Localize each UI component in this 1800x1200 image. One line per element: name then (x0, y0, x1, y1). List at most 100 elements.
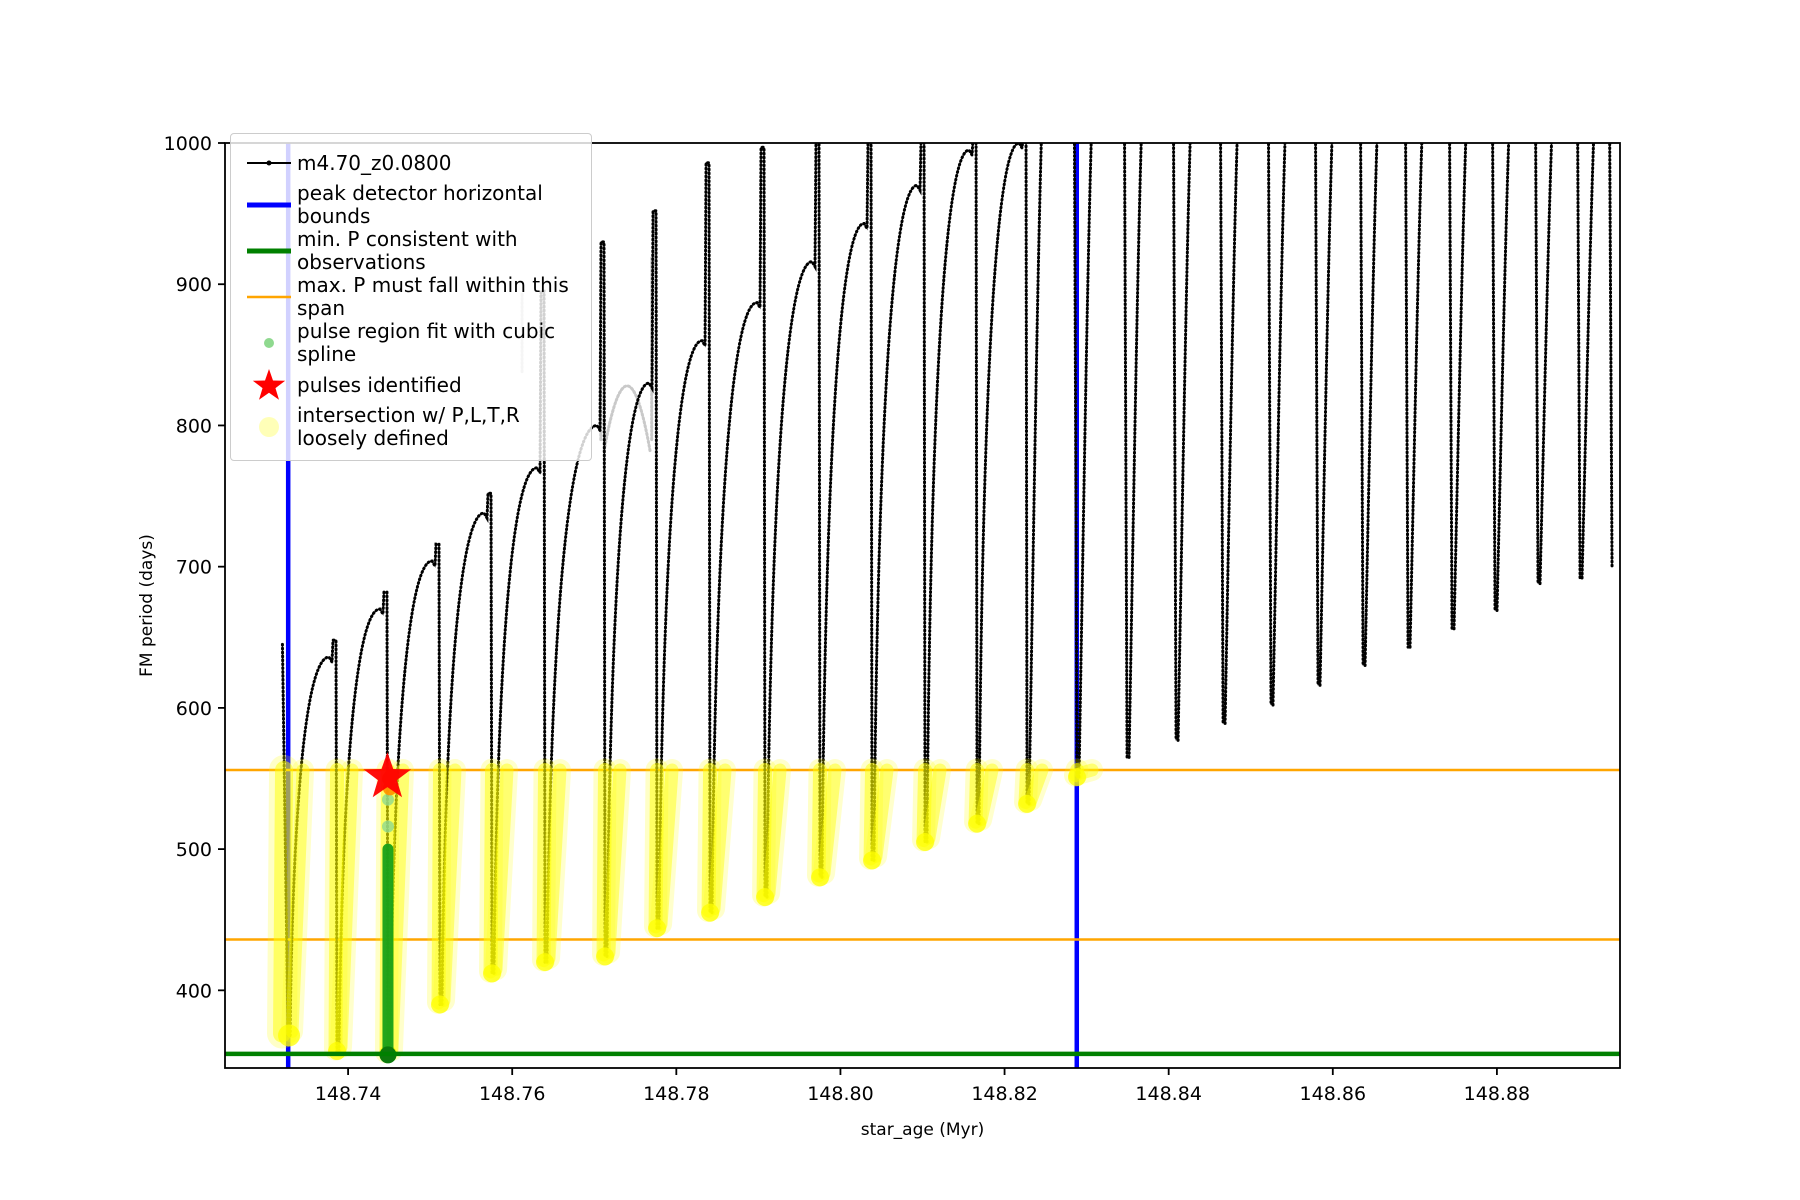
x-tick-label: 148.80 (807, 1083, 873, 1105)
red-star-icon (252, 369, 286, 400)
yellow-rise-halo (598, 759, 632, 964)
yellow-rise-halo (538, 759, 572, 970)
yellow-column (431, 763, 447, 1010)
legend-label: max. P must fall within this span (297, 273, 569, 320)
yellow-rise-column (334, 763, 359, 1054)
yellow-rise-column (817, 763, 842, 880)
orange-line-icon (247, 295, 291, 299)
yellow-bottom-blob (648, 919, 667, 938)
yellow-rise-halo (281, 759, 315, 1043)
yellow-bottom-blob (811, 868, 830, 887)
green-line-icon (247, 248, 291, 254)
y-tick-label: 700 (176, 557, 212, 579)
yellow-bottom-blob (328, 1042, 347, 1061)
legend-label: min. P consistent with observations (297, 227, 518, 274)
yellow-rise-halo (865, 759, 899, 868)
yellow-bottom-blob (968, 814, 987, 833)
yellow-rise-halo (970, 759, 1004, 831)
x-tick-label: 148.86 (1300, 1083, 1366, 1105)
yellow-rise-halo (758, 759, 792, 905)
yellow-rise-column (922, 763, 947, 845)
yellow-rise-column (489, 763, 514, 976)
yellow-rise-halo (650, 759, 684, 936)
legend-entry-4: pulse region fit with cubic spline (241, 320, 585, 366)
yellow-bottom-blob (483, 964, 502, 983)
yellow-column (483, 763, 500, 979)
yellow-rise-column (542, 763, 567, 965)
yellow-column (968, 763, 985, 829)
yellow-bottom-blob (863, 851, 882, 870)
yellow-rise-halo (918, 759, 952, 850)
yellow-bottom-blob (536, 953, 555, 972)
yellow-rise-halo (813, 759, 847, 885)
yellow-rise-column (1024, 763, 1049, 807)
legend-label: peak detector horizontal bounds (297, 181, 543, 228)
yellow-rise-column (602, 763, 627, 959)
x-tick-label: 148.78 (643, 1083, 709, 1105)
yellow-rise-halo (380, 759, 414, 1061)
yellow-rise-halo (703, 759, 737, 920)
yellow-column (756, 763, 773, 903)
y-tick-label: 500 (176, 839, 212, 861)
yellow-bottom-blob (916, 833, 935, 852)
yellow-column (648, 763, 665, 934)
legend-label: intersection w/ P,L,T,R loosely defined (297, 403, 520, 450)
legend-entry-2: min. P consistent with observations (241, 228, 585, 274)
yellow-column (811, 763, 828, 883)
yellow-rise-column (762, 763, 787, 900)
x-tick-label: 148.88 (1464, 1083, 1530, 1105)
yellow-bottom-blob (278, 1024, 301, 1047)
yellow-rise-column (654, 763, 679, 931)
yellow-rise-halo (485, 759, 519, 981)
legend-entry-0: m4.70_z0.0800 (241, 144, 585, 182)
yellow-bottom-blob (596, 947, 615, 966)
ghost-arc (602, 384, 652, 453)
yellow-bottom-blob (1068, 768, 1087, 787)
yellow-rise-halo (1020, 759, 1054, 811)
legend-label: m4.70_z0.0800 (297, 150, 452, 175)
green-dot-icon (264, 338, 274, 348)
legend-entry-3: max. P must fall within this span (241, 274, 585, 320)
yellow-rise-column (285, 763, 310, 1039)
y-tick-label: 1000 (164, 133, 212, 155)
yellow-column (596, 763, 613, 962)
legend-entry-6: intersection w/ P,L,T,R loosely defined (241, 404, 585, 450)
y-tick-label: 800 (176, 415, 212, 437)
yellow-rise-column (385, 763, 410, 1057)
legend-label: pulse region fit with cubic spline (297, 319, 556, 366)
yellow-column (916, 763, 933, 848)
legend-entry-5: pulses identified (241, 366, 585, 404)
yellow-rise-halo (432, 759, 466, 1012)
yellow-bottom-blob (756, 888, 775, 907)
yellow-rise-halo (330, 759, 364, 1059)
y-tick-label: 400 (176, 980, 212, 1002)
yellow-column (273, 761, 294, 1043)
x-axis-label: star_age (Myr) (861, 1120, 984, 1140)
yellow-bottom-blob (430, 995, 449, 1014)
x-tick-label: 148.76 (479, 1083, 545, 1105)
pulse-region-dot (381, 793, 394, 806)
yellow-column (536, 763, 553, 968)
pulse-star (363, 752, 412, 798)
yellow-rise-column (707, 763, 732, 916)
legend-entry-1: peak detector horizontal bounds (241, 182, 585, 228)
blue-line-icon (247, 202, 291, 208)
pulse-region-dot (381, 820, 394, 833)
x-tick-label: 148.82 (971, 1083, 1037, 1105)
yellow-rise-column (437, 763, 462, 1007)
y-tick-label: 600 (176, 698, 212, 720)
yellow-column (701, 763, 718, 918)
x-tick-label: 148.74 (315, 1083, 381, 1105)
legend-label: pulses identified (297, 372, 462, 397)
yellow-bottom-blob (701, 903, 720, 922)
x-tick-label: 148.84 (1135, 1083, 1201, 1105)
yellow-bottom-blob (1018, 794, 1037, 813)
axes-frame (224, 142, 1621, 1069)
yellow-column (328, 763, 345, 1057)
yellow-rise-column (974, 763, 999, 827)
plot-data-layer (225, 143, 1620, 1068)
yellow-dot-icon (259, 417, 279, 437)
